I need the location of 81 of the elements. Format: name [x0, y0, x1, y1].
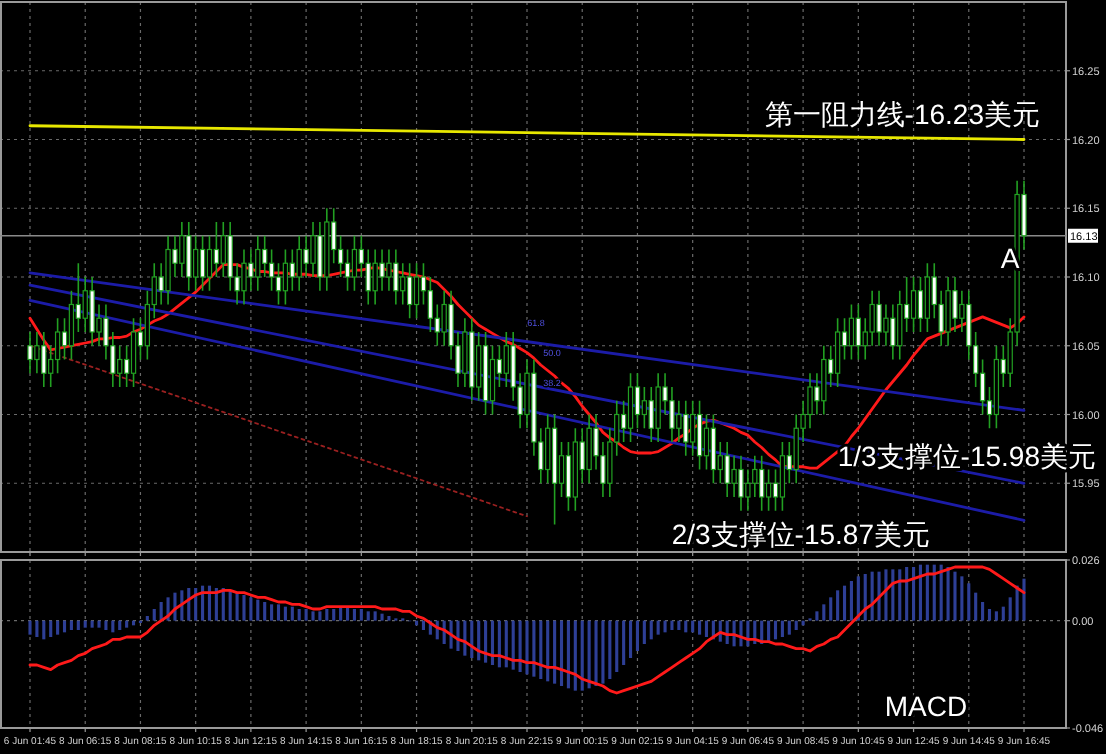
candlestick — [545, 413, 551, 485]
candlestick — [565, 441, 572, 512]
candlestick — [310, 221, 316, 278]
candlestick — [476, 331, 482, 402]
candlestick — [34, 331, 40, 375]
candlestick — [289, 248, 295, 292]
candlestick — [241, 248, 247, 306]
candlestick — [351, 234, 358, 292]
candlestick — [199, 234, 206, 292]
candlestick — [275, 262, 282, 306]
candlestick — [365, 248, 371, 306]
candlestick — [68, 289, 75, 361]
candlestick — [393, 248, 399, 306]
candlestick — [303, 234, 309, 278]
series-label: 第一阻力线-16.23美元 — [764, 97, 1040, 130]
candlestick — [406, 262, 413, 320]
candlestick — [344, 248, 351, 292]
candlestick — [379, 248, 385, 292]
candlestick — [648, 386, 654, 443]
candlestick — [206, 234, 213, 292]
candlestick — [186, 221, 192, 292]
candlestick — [441, 289, 447, 347]
candlestick — [386, 248, 392, 292]
candlestick — [724, 441, 730, 498]
candlestick — [179, 221, 185, 278]
candlestick — [262, 234, 268, 278]
candlestick — [917, 276, 924, 333]
candlestick — [890, 303, 896, 361]
candlestick — [117, 344, 123, 388]
candlestick — [690, 399, 696, 457]
candlestick — [710, 413, 717, 485]
candlestick — [634, 372, 641, 430]
candlestick — [897, 289, 903, 361]
candlestick — [41, 331, 47, 388]
candlestick — [165, 234, 171, 306]
candlestick — [489, 344, 496, 416]
candlestick — [703, 413, 710, 471]
candlestick — [676, 399, 682, 443]
annotation: MACD — [884, 690, 968, 722]
candlestick — [683, 399, 689, 457]
candlestick — [413, 262, 420, 320]
candlestick — [883, 303, 889, 347]
candlestick — [627, 372, 634, 443]
line-series — [28, 565, 1026, 695]
candlestick — [400, 262, 406, 306]
candlestick — [641, 386, 648, 430]
candlestick — [655, 372, 661, 443]
candlestick — [910, 276, 917, 333]
candlestick — [193, 234, 199, 292]
candlestick — [248, 248, 254, 292]
candlestick — [848, 303, 855, 361]
candlestick — [834, 317, 841, 388]
candlestick — [130, 317, 137, 388]
candlestick — [696, 399, 703, 471]
candlestick — [296, 234, 302, 292]
candlestick — [372, 248, 378, 306]
candlestick — [27, 331, 33, 375]
candlestick — [952, 276, 958, 333]
candlestick — [945, 276, 951, 347]
candlestick — [220, 221, 226, 278]
candlestick — [759, 454, 765, 512]
candlestick — [855, 303, 861, 361]
candlestick — [317, 221, 323, 292]
candlestick — [462, 317, 468, 388]
candlestick — [821, 344, 827, 416]
candlestick — [213, 221, 220, 278]
candlestick — [503, 331, 509, 388]
candlestick — [282, 248, 289, 306]
candlestick — [924, 262, 931, 333]
candlestick — [268, 248, 275, 292]
candlestick — [765, 468, 772, 512]
candlestick — [586, 413, 592, 485]
candlestick — [738, 454, 744, 512]
annotation: A — [1000, 242, 1021, 274]
candlestick — [779, 441, 786, 512]
candlestick — [89, 276, 95, 347]
annotation: 2/3支撑位-15.87美元 — [671, 518, 930, 550]
candlestick — [255, 234, 261, 292]
candlestick — [82, 276, 88, 333]
candlestick — [876, 289, 882, 347]
candlestick — [731, 454, 737, 498]
